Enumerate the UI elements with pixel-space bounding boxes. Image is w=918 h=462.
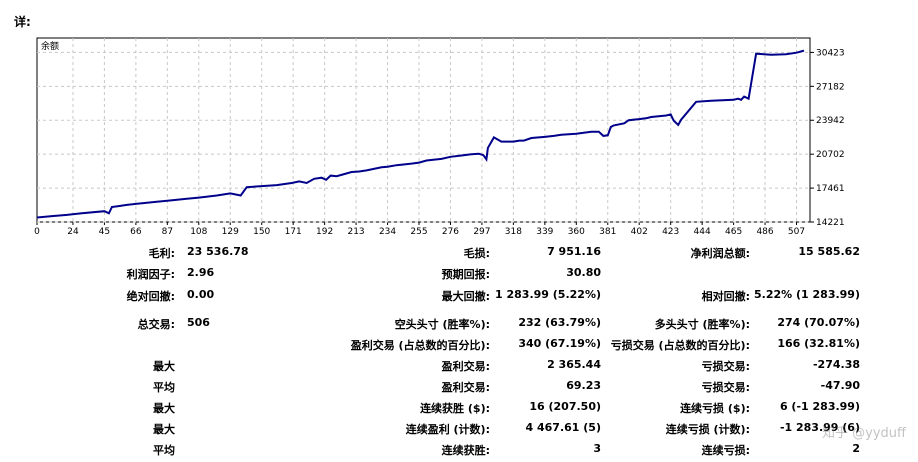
stat-label: 最大 bbox=[153, 402, 175, 415]
stat-value: 232 (63.79%) bbox=[518, 316, 601, 329]
stat-label: 亏损交易: bbox=[701, 360, 750, 373]
stat-label: 多头头寸 (胜率%): bbox=[654, 318, 750, 331]
y-tick-label: 27182 bbox=[816, 82, 845, 92]
x-tick-label: 444 bbox=[694, 227, 711, 237]
stat-label: 净利润总额: bbox=[690, 247, 750, 260]
stat-value: 69.23 bbox=[566, 379, 601, 392]
x-tick-label: 507 bbox=[788, 227, 805, 237]
stat-value: 506 bbox=[187, 316, 210, 329]
y-tick-label: 23942 bbox=[816, 116, 845, 126]
stat-label: 连续亏损: bbox=[701, 444, 750, 457]
stat-label: 绝对回撤: bbox=[126, 290, 175, 303]
stat-label: 最大 bbox=[153, 423, 175, 436]
x-tick-label: 150 bbox=[253, 227, 270, 237]
stat-value: 15 585.62 bbox=[798, 245, 860, 258]
stat-label: 平均 bbox=[153, 381, 175, 394]
x-tick-label: 108 bbox=[190, 227, 207, 237]
stat-label: 最大 bbox=[153, 360, 175, 373]
stat-value: 6 (-1 283.99) bbox=[779, 400, 860, 413]
x-tick-label: 402 bbox=[631, 227, 648, 237]
x-tick-label: 171 bbox=[285, 227, 302, 237]
x-tick-label: 318 bbox=[505, 227, 522, 237]
stat-value: 0.00 bbox=[187, 288, 215, 301]
stat-label: 最大回撤: bbox=[441, 290, 490, 303]
stat-label: 毛损: bbox=[463, 247, 490, 260]
stat-label: 亏损交易: bbox=[701, 381, 750, 394]
stat-value: 2 bbox=[852, 442, 860, 455]
x-tick-label: 87 bbox=[162, 227, 173, 237]
stat-value: 340 (67.19%) bbox=[518, 337, 601, 350]
stat-label: 盈利交易: bbox=[441, 360, 490, 373]
stat-label: 预期回报: bbox=[441, 268, 490, 281]
stat-label: 空头头寸 (胜率%): bbox=[394, 318, 490, 331]
stat-label: 相对回撤: bbox=[701, 290, 750, 303]
stat-value: 5.22% (1 283.99) bbox=[754, 288, 860, 301]
stat-label: 毛利: bbox=[148, 247, 175, 260]
x-tick-label: 339 bbox=[536, 227, 553, 237]
x-tick-label: 423 bbox=[662, 227, 679, 237]
stat-value: 2 365.44 bbox=[547, 358, 601, 371]
x-tick-label: 66 bbox=[130, 227, 142, 237]
stat-value: 166 (32.81%) bbox=[777, 337, 860, 350]
x-tick-label: 465 bbox=[725, 227, 742, 237]
stat-label: 连续亏损 (计数): bbox=[665, 423, 750, 436]
x-tick-label: 45 bbox=[99, 227, 110, 237]
x-tick-label: 129 bbox=[222, 227, 239, 237]
stat-value: 2.96 bbox=[187, 266, 215, 279]
stat-value: 274 (70.07%) bbox=[777, 316, 860, 329]
stat-value: 23 536.78 bbox=[187, 245, 249, 258]
stat-label: 连续亏损 ($): bbox=[680, 402, 750, 415]
stat-label: 平均 bbox=[153, 444, 175, 457]
stat-label: 连续获胜: bbox=[441, 444, 490, 457]
balance-line bbox=[36, 49, 805, 219]
watermark: 知乎 @yyduff bbox=[822, 426, 906, 441]
y-tick-label: 30423 bbox=[816, 48, 845, 58]
stat-label: 连续获胜 ($): bbox=[420, 402, 490, 415]
stat-label: 总交易: bbox=[137, 318, 175, 331]
y-tick-label: 14221 bbox=[816, 218, 845, 228]
stat-label: 盈利交易 (占总数的百分比): bbox=[350, 339, 490, 352]
x-tick-label: 297 bbox=[473, 227, 490, 237]
x-tick-label: 381 bbox=[599, 227, 616, 237]
x-tick-label: 276 bbox=[442, 227, 459, 237]
stat-value: -274.38 bbox=[812, 358, 860, 371]
x-tick-label: 234 bbox=[379, 227, 396, 237]
report-title: 详: bbox=[14, 15, 31, 29]
stat-label: 连续盈利 (计数): bbox=[405, 423, 490, 436]
plot-area bbox=[36, 37, 811, 223]
chart-title: 余额 bbox=[41, 40, 59, 52]
x-tick-label: 255 bbox=[410, 227, 427, 237]
y-tick-label: 20702 bbox=[816, 150, 845, 160]
stat-value: 3 bbox=[593, 442, 601, 455]
x-tick-label: 486 bbox=[756, 227, 773, 237]
x-tick-label: 24 bbox=[67, 227, 79, 237]
stat-value: -47.90 bbox=[820, 379, 860, 392]
stat-label: 亏损交易 (占总数的百分比): bbox=[610, 339, 750, 352]
stat-value: 30.80 bbox=[566, 266, 601, 279]
x-tick-label: 360 bbox=[568, 227, 585, 237]
stat-value: 1 283.99 (5.22%) bbox=[495, 288, 601, 301]
stat-value: 7 951.16 bbox=[547, 245, 601, 258]
stat-label: 利润因子: bbox=[126, 268, 175, 281]
stat-label: 盈利交易: bbox=[441, 381, 490, 394]
stat-value: 16 (207.50) bbox=[529, 400, 601, 413]
y-tick-label: 17461 bbox=[816, 184, 845, 194]
stat-value: 4 467.61 (5) bbox=[525, 421, 601, 434]
x-tick-label: 192 bbox=[316, 227, 333, 237]
x-tick-label: 0 bbox=[34, 227, 40, 237]
stat-value: -1 283.99 (6) bbox=[779, 421, 860, 434]
x-tick-label: 213 bbox=[347, 227, 364, 237]
balance-chart: 0 24 45 66 87 108 129 150 171 192 213 234 255 276 297 3… bbox=[34, 37, 845, 237]
